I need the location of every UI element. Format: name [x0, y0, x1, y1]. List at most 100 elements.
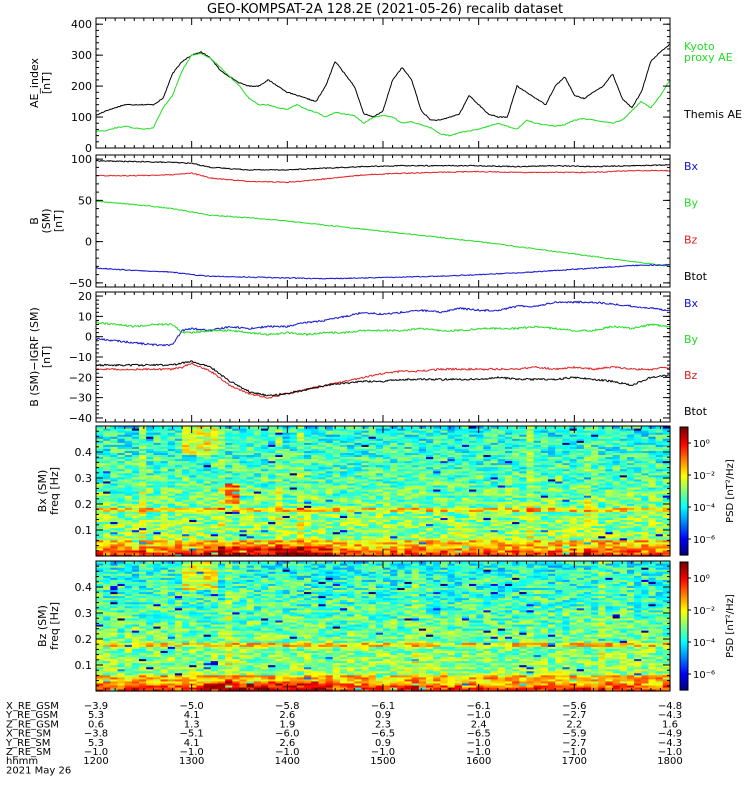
spectrogram-cell	[576, 428, 585, 431]
spectrogram-cell	[174, 517, 183, 521]
spectrogram-cell	[189, 458, 198, 462]
spectrogram-cell	[325, 529, 334, 533]
spectrogram-cell	[361, 501, 370, 504]
spectrogram-cell	[361, 448, 370, 451]
spectrogram-cell	[311, 428, 320, 431]
spectrogram-cell	[454, 480, 463, 484]
spectrogram-cell	[397, 551, 406, 555]
spectrogram-cell	[261, 495, 269, 498]
spectrogram-cell	[261, 535, 269, 539]
spectrogram-cell	[504, 460, 513, 464]
spectrogram-cell	[440, 515, 449, 519]
spectrogram-cell	[440, 470, 449, 474]
spectrogram-cell	[239, 426, 248, 429]
spectrogram-cell	[555, 434, 563, 437]
spectrogram-cell	[103, 474, 111, 478]
spectrogram-cell	[131, 460, 140, 464]
spectrogram-cell	[461, 444, 470, 447]
spectrogram-cell	[332, 426, 341, 429]
spectrogram-cell	[131, 539, 140, 543]
spectrogram-cell	[411, 452, 420, 456]
spectrogram-cell	[96, 448, 104, 451]
spectrogram-cell	[182, 495, 190, 498]
spectrogram-cell	[131, 497, 140, 500]
spectrogram-cell	[304, 535, 312, 539]
spectrogram-cell	[253, 468, 262, 472]
spectrogram-cell	[246, 553, 255, 557]
spectrogram-cell	[153, 482, 162, 486]
spectrogram-cell	[497, 543, 506, 547]
spectrogram-cell	[526, 462, 535, 466]
spectrogram-cell	[354, 468, 363, 472]
spectrogram-cell	[117, 539, 126, 543]
spectrogram-cell	[576, 511, 585, 514]
spectrogram-cell	[203, 503, 212, 506]
spectrogram-cell	[390, 442, 398, 445]
spectrogram-cell	[497, 513, 506, 516]
spectrogram-cell	[512, 529, 520, 533]
spectrogram-cell	[512, 458, 520, 462]
spectrogram-cell	[490, 491, 499, 494]
spectrogram-cell	[225, 531, 233, 535]
spectrogram-cell	[504, 503, 513, 506]
spectrogram-cell	[504, 513, 513, 516]
spectrogram-cell	[311, 446, 320, 449]
spectrogram-cell	[325, 545, 334, 549]
spectrogram-cell	[433, 527, 441, 531]
spectrogram-cell	[174, 446, 183, 449]
spectrogram-cell	[311, 549, 320, 553]
spectrogram-cell	[411, 468, 420, 472]
spectrogram-cell	[325, 430, 334, 433]
spectrogram-cell	[139, 529, 147, 533]
spectrogram-cell	[447, 454, 456, 458]
spectrogram-cell	[246, 434, 255, 437]
spectrogram-cell	[261, 472, 269, 476]
y-tick-label: 100	[71, 153, 92, 166]
spectrogram-cell	[504, 519, 513, 523]
spectrogram-cell	[576, 515, 585, 519]
spectrogram-cell	[512, 525, 520, 529]
spectrogram-cell	[361, 497, 370, 500]
spectrogram-cell	[217, 486, 226, 490]
spectrogram-cell	[519, 537, 528, 541]
spectrogram-cell	[454, 434, 463, 437]
spectrogram-cell	[454, 543, 463, 547]
spectrogram-cell	[383, 462, 391, 466]
spectrogram-cell	[440, 545, 449, 549]
spectrogram-cell	[203, 430, 212, 433]
spectrogram-cell	[332, 460, 341, 464]
spectrogram-cell	[490, 535, 499, 539]
spectrogram-cell	[347, 474, 355, 478]
spectrogram-cell	[512, 509, 520, 512]
spectrogram-cell	[512, 434, 520, 437]
spectrogram-cell	[253, 525, 262, 529]
spectrogram-cell	[447, 466, 456, 470]
spectrogram-cell	[246, 464, 255, 468]
spectrogram-cell	[540, 499, 549, 502]
spectrogram-cell	[117, 497, 126, 500]
spectrogram-cell	[354, 488, 363, 492]
spectrogram-cell	[562, 553, 571, 557]
spectrogram-cell	[454, 493, 463, 496]
spectrogram-cell	[139, 507, 147, 510]
spectrogram-cell	[253, 482, 262, 486]
spectrogram-cell	[433, 535, 441, 539]
spectrogram-cell	[296, 523, 305, 527]
spectrogram-cell	[318, 499, 327, 502]
spectrogram-cell	[332, 505, 341, 508]
spectrogram-cell	[404, 484, 413, 488]
spectrogram-cell	[203, 436, 212, 439]
spectrogram-cell	[232, 488, 241, 492]
spectrogram-cell	[562, 442, 571, 445]
spectrogram-cell	[261, 486, 269, 490]
spectrogram-cell	[347, 535, 355, 539]
spectrogram-cell	[526, 448, 535, 451]
spectrogram-cell	[562, 525, 571, 529]
spectrogram-cell	[461, 523, 470, 527]
spectrogram-cell	[225, 474, 233, 478]
spectrogram-cell	[447, 442, 456, 445]
spectrogram-cell	[289, 509, 298, 512]
spectrogram-cell	[504, 547, 513, 551]
spectrogram-cell	[562, 533, 571, 537]
spectrogram-cell	[253, 452, 262, 456]
